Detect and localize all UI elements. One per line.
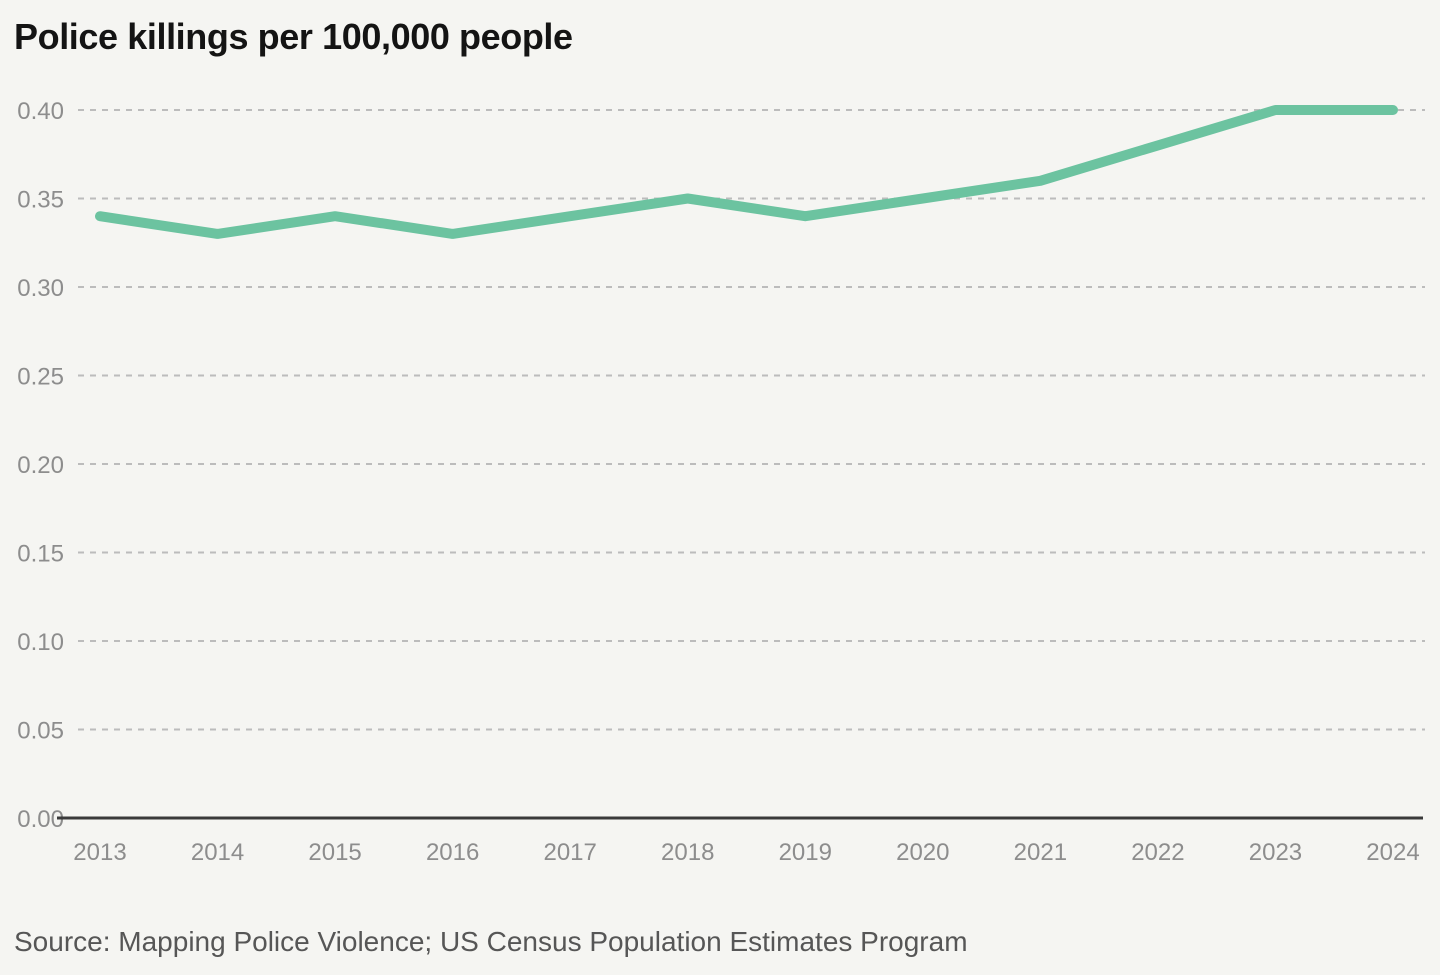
- y-axis-tick-label: 0.05: [17, 718, 64, 745]
- x-axis-tick-label: 2019: [779, 839, 832, 866]
- y-axis-tick-label: 0.35: [17, 187, 64, 214]
- y-axis-tick-label: 0.30: [17, 275, 64, 302]
- x-axis-tick-label: 2020: [896, 839, 949, 866]
- x-axis-tick-label: 2023: [1249, 839, 1302, 866]
- x-axis-tick-label: 2014: [191, 839, 244, 866]
- x-axis-tick-label: 2015: [308, 839, 361, 866]
- x-axis-tick-label: 2016: [426, 839, 479, 866]
- y-axis-tick-label: 0.25: [17, 364, 64, 391]
- source-attribution: Source: Mapping Police Violence; US Cens…: [14, 926, 968, 957]
- x-axis-tick-label: 2013: [73, 839, 126, 866]
- x-axis-tick-label: 2017: [543, 839, 596, 866]
- x-axis-tick-label: 2022: [1131, 839, 1184, 866]
- x-axis-tick-label: 2024: [1366, 839, 1419, 866]
- y-axis-tick-label: 0.10: [17, 629, 64, 656]
- y-axis-tick-label: 0.20: [17, 452, 64, 479]
- x-axis-tick-label: 2021: [1014, 839, 1067, 866]
- chart-title: Police killings per 100,000 people: [14, 16, 573, 57]
- y-axis-tick-label: 0.00: [17, 806, 64, 833]
- x-axis-tick-label: 2018: [661, 839, 714, 866]
- y-axis-tick-label: 0.15: [17, 541, 64, 568]
- data-line-series: [95, 105, 1398, 239]
- y-axis-tick-label: 0.40: [17, 98, 64, 125]
